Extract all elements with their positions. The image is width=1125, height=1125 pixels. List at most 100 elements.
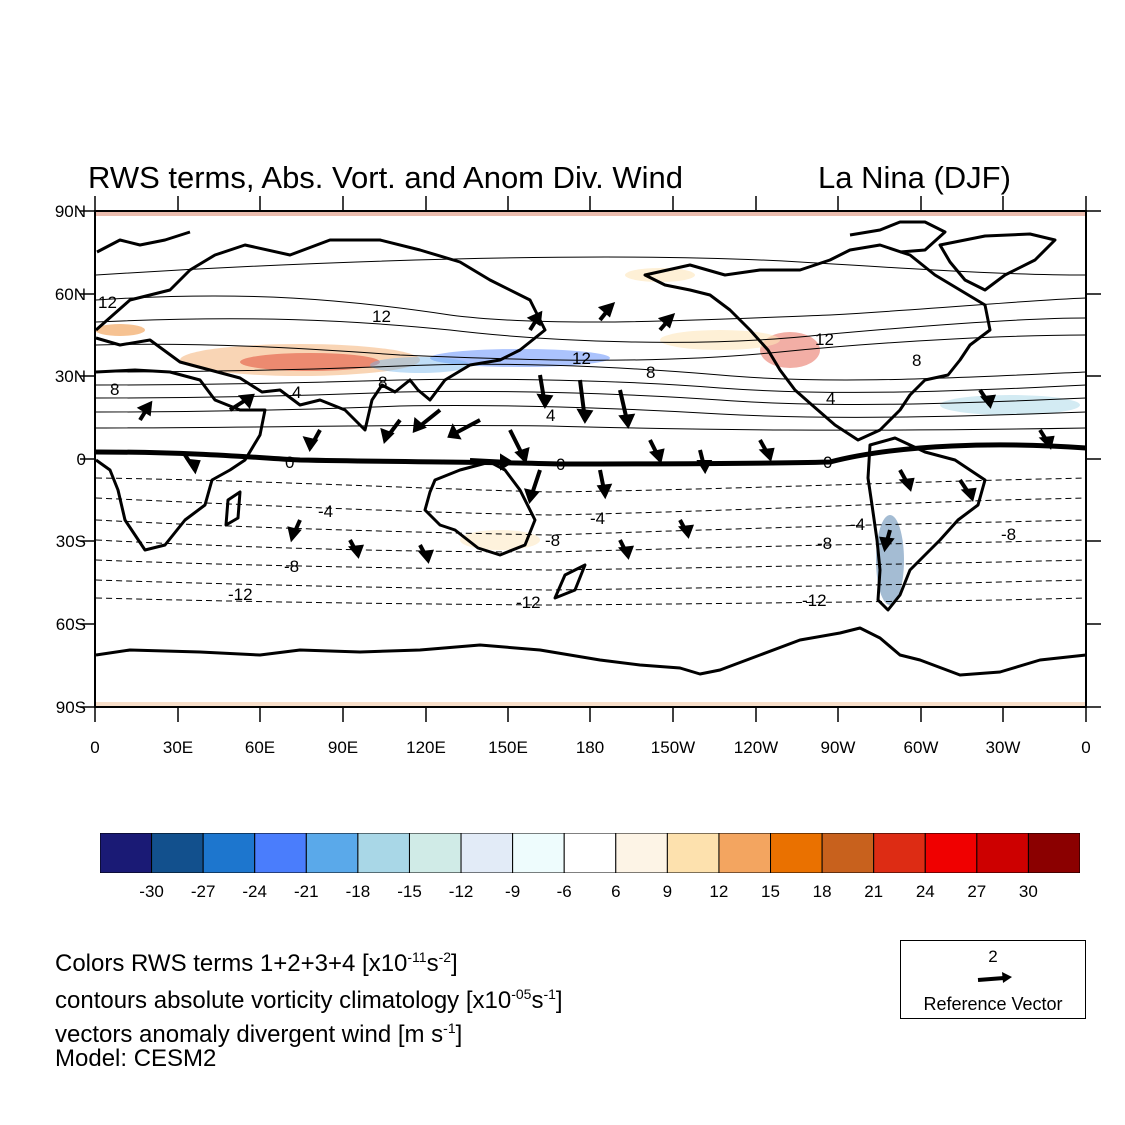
colorbar-tick-label: 30 <box>1018 882 1038 901</box>
colorbar-tick-label: 21 <box>864 882 884 901</box>
info-text: s <box>426 950 439 977</box>
contour-label: 12 <box>572 349 591 368</box>
colorbar-swatch <box>512 833 565 873</box>
info-superscript: -2 <box>438 949 452 965</box>
info-text: ] <box>455 1021 463 1048</box>
colorbar-tick-label: 18 <box>812 882 832 901</box>
eurasia-outline <box>95 238 547 432</box>
wind-vector <box>380 418 402 444</box>
wind-vector <box>596 469 613 500</box>
contour-label: -4 <box>850 515 865 534</box>
contour-label: -4 <box>318 502 333 521</box>
lon-label: 120E <box>406 738 446 757</box>
info-superscript: -05 <box>511 986 532 1002</box>
info-line-vectors: vectors anomaly divergent wind [m s-1] <box>55 1012 462 1051</box>
colorbar-tick-label: -30 <box>139 882 164 901</box>
wind-vector <box>597 301 616 322</box>
wind-vector <box>758 439 775 462</box>
wind-vector <box>958 478 977 502</box>
colorbar-swatch <box>615 833 668 873</box>
wind-vector <box>618 539 635 560</box>
colorbar-swatch <box>1027 833 1080 873</box>
colorbar-swatch <box>821 833 875 873</box>
colorbar-swatch <box>666 833 720 873</box>
colorbar-swatch <box>563 833 617 873</box>
colorbar-tick-label: -15 <box>397 882 422 901</box>
lat-label: 60N <box>54 285 86 304</box>
lon-label: 30W <box>985 738 1021 757</box>
contour-label: 8 <box>912 351 921 370</box>
contour-label: 8 <box>378 373 387 392</box>
wind-vector <box>447 418 481 440</box>
contour-label: -8 <box>545 531 560 550</box>
wind-vector <box>183 453 201 475</box>
contour-label: -12 <box>802 591 827 610</box>
canadian-archipelago <box>849 220 947 254</box>
colorbar-tick-label: -24 <box>242 882 267 901</box>
reference-vector-box: 2 Reference Vector <box>900 940 1086 1019</box>
wind-vector <box>412 408 442 434</box>
contour-label: -8 <box>284 557 299 576</box>
wind-vector <box>657 312 676 332</box>
wind-vector <box>228 393 255 412</box>
colorbar-tick-label: -9 <box>505 882 521 901</box>
wind-vector <box>536 374 554 409</box>
wind-vector <box>526 310 543 332</box>
lat-label: 60S <box>55 615 86 634</box>
colorbar-swatch <box>873 833 926 873</box>
colorbar-tick-label: 12 <box>709 882 729 901</box>
lon-label: 30E <box>162 738 194 757</box>
colorbar-swatch <box>357 833 410 873</box>
wind-vector <box>618 389 636 429</box>
contour-label: -8 <box>1001 525 1016 544</box>
colorbar-tick-label: 9 <box>662 882 673 901</box>
info-text: contours absolute vorticity climatology … <box>55 987 512 1014</box>
colorbar-swatch <box>460 833 514 873</box>
lon-label: 90E <box>327 738 359 757</box>
contour-label-group: 12 12 12 12 8 8 8 8 4 4 4 0 0 0 -4 -4 -4… <box>98 293 1016 612</box>
colorbar-swatch <box>202 833 256 873</box>
info-line-model: Model: CESM2 <box>55 1045 217 1072</box>
lat-label: 0 <box>76 450 86 469</box>
lon-label: 180 <box>575 738 605 757</box>
colorbar-swatch <box>718 833 772 873</box>
reference-vector-value: 2 <box>988 947 998 966</box>
colorbar-tick-label: 6 <box>611 882 621 901</box>
info-text: ] <box>555 987 563 1014</box>
wind-vector-field <box>136 301 1055 564</box>
wind-vector <box>508 429 530 465</box>
wind-vector <box>576 379 594 424</box>
colorbar-swatch <box>151 833 204 873</box>
info-line-contours: contours absolute vorticity climatology … <box>55 978 563 1017</box>
info-line-colors: Colors RWS terms 1+2+3+4 [x10-11s-2] <box>55 941 458 980</box>
contour-label: -8 <box>817 534 832 553</box>
wind-vector <box>302 429 322 453</box>
colorbar <box>100 833 1080 873</box>
lon-label: 0 <box>1081 738 1091 757</box>
colorbar-swatch <box>924 833 978 873</box>
contour-label: 4 <box>826 389 835 408</box>
arctic-coast <box>96 230 191 254</box>
madagascar-outline <box>224 490 242 527</box>
north-america-outline <box>643 243 992 442</box>
info-text: s <box>531 987 544 1014</box>
lat-label: 30S <box>55 532 86 551</box>
wind-vector <box>648 439 665 464</box>
antarctica-outline <box>95 626 1087 677</box>
contour-label: 0 <box>823 453 832 472</box>
lon-label: 60E <box>244 738 276 757</box>
wind-vector <box>978 388 997 409</box>
lat-label: 90N <box>54 202 86 221</box>
south-america-outline <box>866 436 987 612</box>
colorbar-swatch <box>770 833 823 873</box>
info-superscript: -1 <box>443 1020 456 1036</box>
vorticity-contours-south <box>95 477 1087 606</box>
wind-vector <box>136 400 153 422</box>
wind-vector <box>523 469 542 504</box>
wind-vector <box>1038 428 1055 450</box>
wind-vector <box>696 449 713 475</box>
wind-vector <box>418 544 435 564</box>
colorbar-tick-label: -21 <box>294 882 319 901</box>
contour-label: 12 <box>372 307 391 326</box>
